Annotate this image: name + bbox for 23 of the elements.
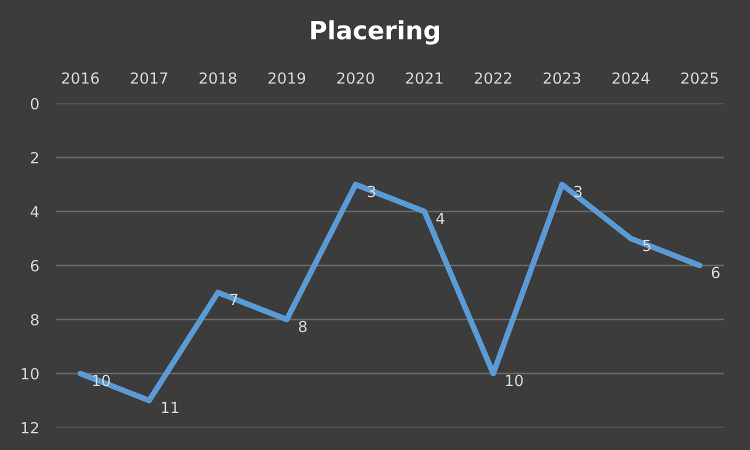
x-tick-label: 2025 — [681, 72, 718, 84]
y-tick-label: 4 — [30, 206, 39, 218]
data-label: 10 — [506, 374, 523, 386]
x-tick-label: 2019 — [268, 72, 306, 84]
y-tick-label: 8 — [30, 314, 39, 326]
x-tick-label: 2024 — [612, 72, 650, 84]
y-tick-label: 0 — [30, 98, 39, 110]
data-label: 11 — [162, 402, 178, 414]
y-tick-label: 12 — [22, 422, 38, 434]
data-label: 8 — [298, 320, 307, 332]
x-tick-label: 2020 — [337, 72, 374, 84]
x-tick-label: 2017 — [130, 72, 168, 84]
x-tick-label: 2022 — [474, 72, 512, 84]
y-tick-label: 6 — [30, 260, 39, 272]
x-tick-label: 2018 — [200, 72, 236, 84]
x-tick-label: 2023 — [544, 72, 580, 84]
y-tick-label: 10 — [22, 368, 39, 380]
chart-title: Placering — [311, 20, 439, 45]
data-label: 6 — [712, 266, 720, 278]
x-tick-label: 2021 — [406, 72, 442, 84]
data-label: 4 — [436, 212, 444, 224]
x-tick-label: 2016 — [62, 72, 99, 84]
y-tick-label: 2 — [30, 152, 38, 164]
